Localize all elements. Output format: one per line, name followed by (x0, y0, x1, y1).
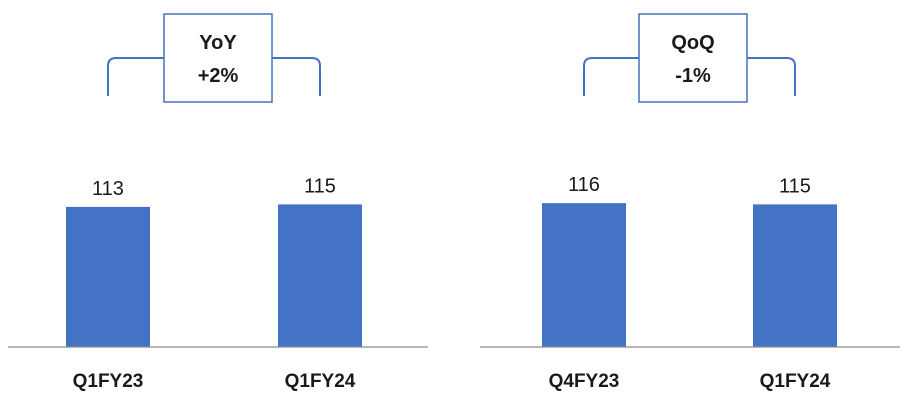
callout-change: +2% (198, 65, 239, 87)
bar-q1fy23 (66, 206, 150, 347)
callout-change: -1% (675, 65, 711, 87)
data-label: 115 (304, 175, 336, 197)
bar-q1fy24 (278, 204, 362, 347)
chart-2: 116 Q4FY23 115 Q1FY24 QoQ -1% (480, 13, 900, 392)
data-label: 115 (779, 175, 811, 197)
callout-box (163, 13, 273, 103)
x-tick-label: Q1FY24 (760, 371, 831, 392)
callout-metric: YoY (199, 32, 237, 54)
x-tick-label: Q1FY23 (73, 371, 144, 392)
callout-metric: QoQ (671, 32, 714, 54)
x-tick-label: Q1FY24 (285, 371, 356, 392)
data-label: 116 (568, 174, 600, 196)
callout-box (638, 13, 748, 103)
x-tick-label: Q4FY23 (549, 371, 620, 392)
chart-1: 113 Q1FY23 115 Q1FY24 YoY +2% (8, 13, 428, 392)
bar-q4fy23 (542, 203, 626, 347)
data-label: 113 (92, 178, 124, 200)
bar-q1fy24 (753, 204, 837, 347)
